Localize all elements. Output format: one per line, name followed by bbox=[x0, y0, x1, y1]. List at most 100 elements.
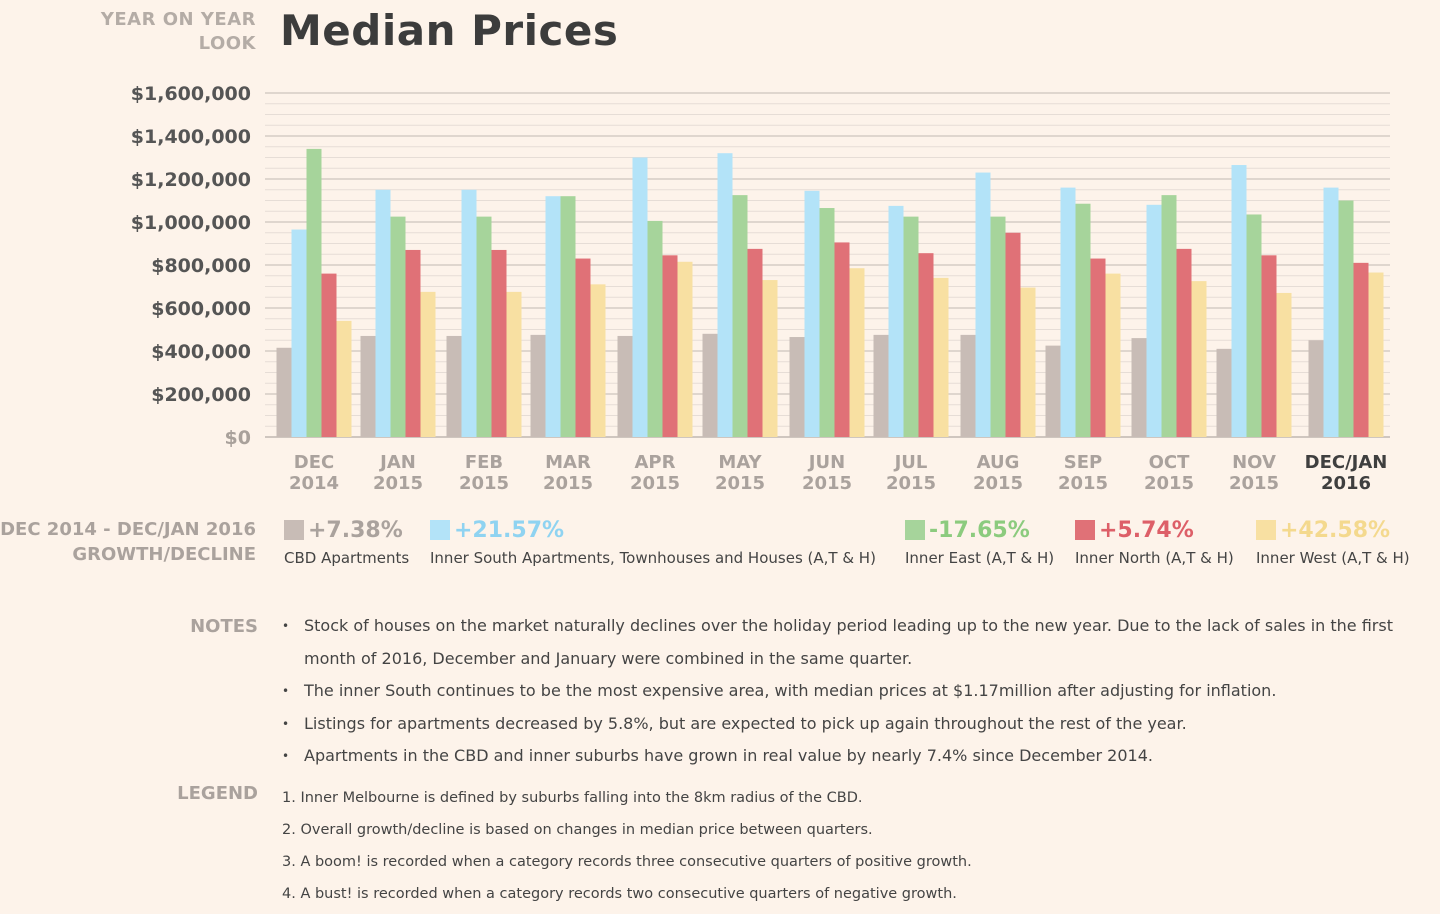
bar bbox=[545, 196, 561, 437]
growth-item: +42.58% Inner West (A,T & H) bbox=[1256, 517, 1410, 567]
y-tick-label: $1,000,000 bbox=[131, 212, 251, 234]
y-axis: $1,600,000 $1,400,000 $1,200,000 $1,000,000… bbox=[131, 83, 251, 449]
x-tick-label: 2014 bbox=[289, 473, 339, 494]
growth-series-name: Inner North (A,T & H) bbox=[1075, 549, 1234, 567]
bar bbox=[1146, 204, 1162, 437]
growth-percent: +5.74% bbox=[1099, 517, 1194, 543]
bar bbox=[933, 277, 949, 437]
growth-label: DEC 2014 - DEC/JAN 2016 GROWTH/DECLINE bbox=[0, 517, 256, 567]
bar bbox=[1323, 187, 1339, 437]
y-tick-label: $200,000 bbox=[151, 384, 251, 406]
bar bbox=[1216, 348, 1232, 437]
bar bbox=[476, 216, 492, 437]
bar bbox=[360, 335, 376, 437]
y-tick-label: $1,200,000 bbox=[131, 169, 251, 191]
x-tick-label: MAR bbox=[545, 452, 591, 473]
bar bbox=[1090, 258, 1106, 437]
legend-item: 2. Overall growth/decline is based on ch… bbox=[282, 822, 873, 838]
bar bbox=[1005, 232, 1021, 437]
kicker: YEAR ON YEAR LOOK bbox=[60, 8, 256, 56]
bar bbox=[390, 216, 406, 437]
x-tick-label: 2015 bbox=[1229, 473, 1279, 494]
x-tick-label: 2015 bbox=[1058, 473, 1108, 494]
x-tick-label: MAY bbox=[718, 452, 762, 473]
growth-percent: +21.57% bbox=[454, 517, 565, 543]
bar bbox=[873, 334, 889, 437]
x-tick-label: DEC bbox=[294, 452, 334, 473]
bar bbox=[1246, 214, 1262, 437]
growth-percent: -17.65% bbox=[929, 517, 1030, 543]
notes-label: NOTES bbox=[190, 616, 258, 637]
legend-swatch bbox=[1075, 520, 1095, 540]
bar bbox=[336, 320, 352, 437]
x-tick-label: 2015 bbox=[630, 473, 680, 494]
bar bbox=[1060, 187, 1076, 437]
bar bbox=[819, 208, 835, 437]
bar bbox=[446, 335, 462, 437]
bar bbox=[375, 189, 391, 437]
x-tick-label: JAN bbox=[378, 452, 416, 473]
bar bbox=[789, 337, 805, 437]
bar bbox=[1105, 273, 1121, 437]
page-title: Median Prices bbox=[280, 6, 619, 55]
bar bbox=[291, 229, 307, 437]
x-tick-label: JUL bbox=[893, 452, 928, 473]
bar bbox=[1020, 287, 1036, 437]
y-tick-label: $800,000 bbox=[151, 255, 251, 277]
y-tick-label: $1,400,000 bbox=[131, 126, 251, 148]
bar bbox=[960, 334, 976, 437]
x-tick-label: DEC/JAN bbox=[1305, 452, 1388, 473]
x-axis: DEC2014JAN2015FEB2015MAR2015APR2015MAY20… bbox=[289, 452, 1387, 494]
bar bbox=[1176, 248, 1192, 437]
bar bbox=[1276, 292, 1292, 437]
x-tick-label: 2015 bbox=[373, 473, 423, 494]
x-tick-label: 2015 bbox=[973, 473, 1023, 494]
x-tick-label: APR bbox=[635, 452, 676, 473]
x-tick-label: AUG bbox=[977, 452, 1020, 473]
growth-item-head: +7.38% bbox=[284, 517, 409, 543]
bar bbox=[717, 153, 733, 437]
growth-series-name: CBD Apartments bbox=[284, 549, 410, 567]
bar bbox=[662, 255, 678, 437]
growth-item: +7.38% CBD Apartments bbox=[284, 517, 409, 567]
bar bbox=[1368, 272, 1384, 437]
note-item: Apartments in the CBD and inner suburbs … bbox=[282, 740, 1412, 773]
bar bbox=[461, 189, 477, 437]
x-tick-label: 2016 bbox=[1321, 473, 1371, 494]
note-item: Stock of houses on the market naturally … bbox=[282, 610, 1412, 675]
legend-swatch bbox=[905, 520, 925, 540]
x-tick-label: JUN bbox=[807, 452, 845, 473]
bar bbox=[506, 291, 522, 437]
kicker-line-2: LOOK bbox=[198, 33, 256, 54]
bar bbox=[804, 190, 820, 437]
growth-item-head: +21.57% bbox=[430, 517, 876, 543]
legend-swatch bbox=[430, 520, 450, 540]
bar bbox=[888, 205, 904, 437]
bar bbox=[762, 280, 778, 437]
bar bbox=[1191, 281, 1207, 437]
bar bbox=[276, 347, 292, 437]
bar bbox=[321, 273, 337, 437]
legend-item: 3. A boom! is recorded when a category r… bbox=[282, 854, 972, 870]
y-tick-label: $600,000 bbox=[151, 298, 251, 320]
growth-item: +21.57% Inner South Apartments, Townhouse… bbox=[430, 517, 876, 567]
growth-series-name: Inner West (A,T & H) bbox=[1256, 549, 1410, 567]
y-tick-label: $400,000 bbox=[151, 341, 251, 363]
bar bbox=[918, 253, 934, 437]
note-item: The inner South continues to be the most… bbox=[282, 675, 1412, 708]
bar bbox=[530, 334, 546, 437]
x-tick-label: 2015 bbox=[459, 473, 509, 494]
x-tick-label: 2015 bbox=[543, 473, 593, 494]
bar bbox=[975, 172, 991, 438]
legend-label: LEGEND bbox=[177, 783, 258, 804]
legend-swatch bbox=[284, 520, 304, 540]
chart-bars bbox=[276, 148, 1384, 438]
growth-series-name: Inner East (A,T & H) bbox=[905, 549, 1055, 567]
bar bbox=[306, 148, 322, 437]
growth-series-name: Inner South Apartments, Townhouses and H… bbox=[430, 549, 876, 567]
bar bbox=[834, 242, 850, 437]
median-prices-chart: $1,600,000 $1,400,000 $1,200,000 $1,000,000… bbox=[131, 83, 1390, 494]
bar bbox=[590, 284, 606, 437]
growth-item-head: -17.65% bbox=[905, 517, 1054, 543]
x-tick-label: 2015 bbox=[715, 473, 765, 494]
